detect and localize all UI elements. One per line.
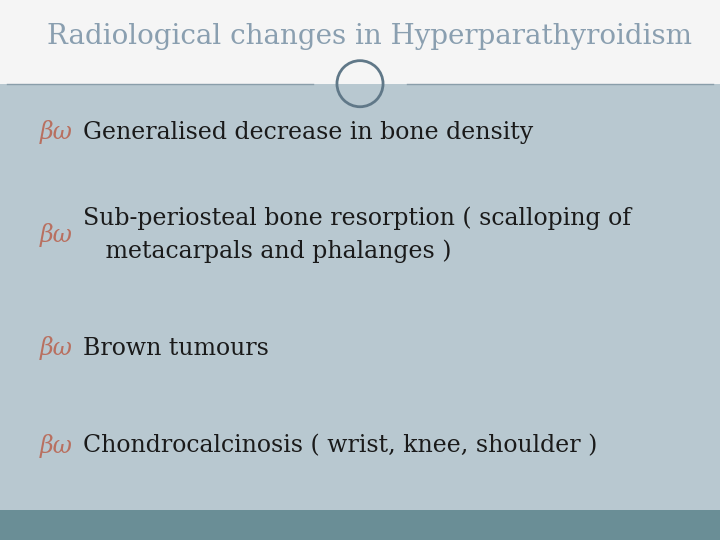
- Text: βω: βω: [40, 434, 73, 457]
- Bar: [0, 0, 720, 84]
- Text: Sub-periosteal bone resorption ( scalloping of
   metacarpals and phalanges ): Sub-periosteal bone resorption ( scallop…: [83, 207, 631, 263]
- Text: βω: βω: [40, 336, 73, 360]
- Text: Brown tumours: Brown tumours: [83, 337, 269, 360]
- Text: βω: βω: [40, 120, 73, 144]
- Text: βω: βω: [40, 223, 73, 247]
- Text: Generalised decrease in bone density: Generalised decrease in bone density: [83, 121, 533, 144]
- Text: Radiological changes in Hyperparathyroidism: Radiological changes in Hyperparathyroid…: [47, 23, 692, 50]
- Bar: [0, 510, 720, 540]
- Text: Chondrocalcinosis ( wrist, knee, shoulder ): Chondrocalcinosis ( wrist, knee, shoulde…: [83, 434, 597, 457]
